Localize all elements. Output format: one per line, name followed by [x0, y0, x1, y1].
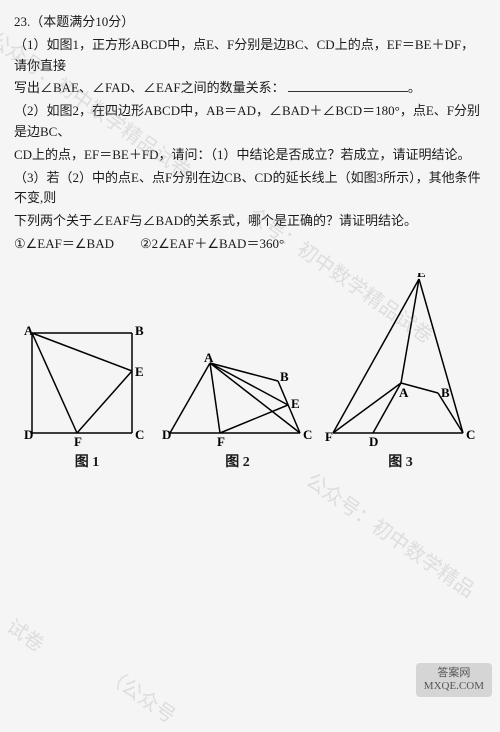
watermark-text: 公众号：初中数学精品	[299, 466, 481, 607]
badge-line1: 答案网	[424, 667, 484, 680]
svg-text:D: D	[369, 434, 378, 448]
figure-1-label: 图 1	[22, 452, 152, 474]
figure-2: A B C D E F 图 2	[160, 353, 315, 474]
svg-text:E: E	[291, 396, 300, 411]
part1-line-a: （1）如图1，正方形ABCD中，点E、F分别是边BC、CD上的点，EF＝BE＋D…	[14, 35, 486, 77]
svg-text:A: A	[204, 353, 214, 365]
svg-text:F: F	[217, 434, 225, 448]
figure-1-svg: A B C D E F	[22, 323, 152, 448]
problem-text: 23.（本题满分10分） （1）如图1，正方形ABCD中，点E、F分别是边BC、…	[14, 12, 486, 255]
figure-2-svg: A B C D E F	[160, 353, 315, 448]
source-badge: 答案网 MXQE.COM	[416, 663, 492, 697]
svg-text:B: B	[441, 385, 450, 400]
problem-header: 23.（本题满分10分）	[14, 12, 486, 33]
svg-text:B: B	[280, 369, 289, 384]
svg-text:C: C	[303, 427, 312, 442]
svg-text:C: C	[466, 427, 475, 442]
figure-1: A B C D E F 图 1	[22, 323, 152, 474]
watermark-text: （公众号	[98, 660, 182, 732]
svg-text:E: E	[417, 273, 426, 280]
svg-text:B: B	[135, 323, 144, 338]
figures-row: A B C D E F 图 1 A B C D E F 图 2 A B C D E F 图 3	[14, 273, 486, 474]
options-line: ①∠EAF＝∠BAD ②2∠EAF＋∠BAD＝360°	[14, 234, 486, 255]
svg-text:F: F	[325, 429, 333, 444]
svg-text:E: E	[135, 364, 144, 379]
part3-line-a: （3）若（2）中的点E、点F分别在边CB、CD的延长线上（如图3所示），其他条件…	[14, 168, 486, 210]
part1-line-b-text: 写出∠BAE、∠FAD、∠EAF之间的数量关系：	[14, 80, 285, 95]
svg-text:A: A	[24, 323, 34, 338]
answer-blank	[288, 80, 408, 92]
part1-line-b: 写出∠BAE、∠FAD、∠EAF之间的数量关系： 。	[14, 78, 486, 99]
svg-text:C: C	[135, 427, 144, 442]
figure-3-label: 图 3	[323, 452, 478, 474]
svg-text:D: D	[162, 427, 171, 442]
badge-line2: MXQE.COM	[424, 680, 484, 693]
part3-line-b: 下列两个关于∠EAF与∠BAD的关系式，哪个是正确的？请证明结论。	[14, 211, 486, 232]
figure-2-label: 图 2	[160, 452, 315, 474]
watermark-text: 试卷	[0, 611, 51, 660]
figure-3-svg: A B C D E F	[323, 273, 478, 448]
part2-line-a: （2）如图2，在四边形ABCD中，AB＝AD，∠BAD＋∠BCD＝180°，点E…	[14, 101, 486, 143]
svg-text:D: D	[24, 427, 33, 442]
part2-line-b: CD上的点，EF＝BE＋FD，请问：（1）中结论是否成立？若成立，请证明结论。	[14, 145, 486, 166]
figure-3: A B C D E F 图 3	[323, 273, 478, 474]
svg-text:F: F	[74, 434, 82, 448]
svg-text:A: A	[399, 385, 409, 400]
